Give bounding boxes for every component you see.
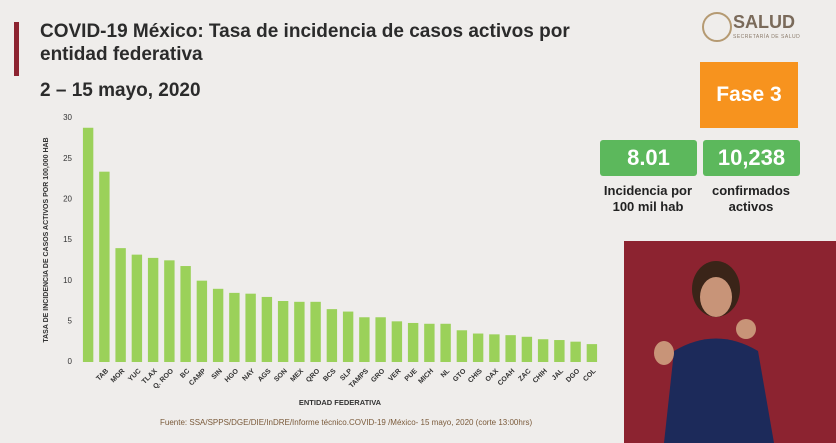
x-tick-label: QRO — [305, 367, 322, 384]
x-tick-label: COL — [582, 367, 598, 383]
bar — [147, 257, 159, 362]
bar — [586, 344, 598, 362]
bar — [294, 301, 305, 362]
x-tick-label: BCS — [322, 368, 338, 384]
x-tick-label: VER — [387, 368, 402, 383]
x-tick-label: AGS — [257, 368, 273, 384]
confirmed-box: 10,238 — [703, 140, 800, 176]
x-tick-label: CAMP — [188, 368, 208, 388]
bar — [407, 322, 419, 362]
bar — [554, 340, 565, 362]
bar — [229, 292, 240, 362]
logo-subtext: SECRETARÍA DE SALUD — [733, 34, 801, 40]
source-note: Fuente: SSA/SPPS/DGE/DIE/InDRE/Informe t… — [160, 418, 533, 427]
x-tick-label: MICH — [417, 368, 435, 386]
chart: TASA DE INCIDENCIA DE CASOS ACTIVOS POR … — [43, 113, 598, 407]
bar — [424, 323, 435, 362]
bar — [375, 317, 386, 362]
y-tick-label: 15 — [63, 235, 72, 244]
x-tick-label: COAH — [497, 368, 517, 388]
bar — [99, 171, 110, 362]
bar — [570, 341, 581, 362]
x-tick-label: SIN — [211, 368, 224, 381]
bar — [505, 335, 516, 362]
x-tick-label: HGO — [224, 367, 241, 384]
y-tick-label: 25 — [63, 154, 72, 163]
y-tick-label: 10 — [63, 276, 72, 285]
accent-bar — [14, 22, 19, 76]
y-tick-label: 5 — [68, 316, 73, 325]
bar — [456, 330, 468, 362]
incidence-box: 8.01 — [600, 140, 697, 176]
x-tick-label: TAB — [95, 368, 110, 383]
bar — [391, 321, 403, 362]
bar — [261, 296, 273, 362]
bar — [212, 288, 224, 362]
x-axis-label: ENTIDAD FEDERATIVA — [299, 398, 382, 407]
bar — [196, 280, 208, 362]
interpreter-video — [624, 241, 836, 443]
x-tick-label: MEX — [289, 368, 305, 384]
y-tick-label: 20 — [63, 194, 72, 203]
x-tick-label: ZAC — [517, 368, 532, 383]
bar — [310, 301, 321, 362]
x-tick-label: NAY — [241, 368, 256, 383]
bar — [164, 260, 175, 362]
bar — [342, 311, 354, 362]
bar — [82, 127, 94, 362]
y-tick-label: 30 — [63, 113, 72, 122]
bar — [359, 317, 370, 362]
chart-subtitle: 2 – 15 mayo, 2020 — [40, 80, 201, 101]
x-tick-label: BC — [179, 368, 191, 380]
bar — [472, 333, 484, 362]
x-tick-label: JAL — [551, 367, 566, 382]
x-tick-label: MOR — [110, 368, 127, 385]
x-tick-label: GTO — [452, 367, 468, 383]
x-tick-label: SON — [273, 368, 289, 384]
bar — [115, 248, 126, 362]
x-tick-label: GRO — [370, 367, 387, 384]
x-tick-label: NL — [440, 367, 452, 379]
x-tick-label: DGO — [565, 367, 582, 384]
y-tick-label: 0 — [68, 357, 73, 366]
bar — [131, 254, 143, 362]
bar — [277, 301, 289, 362]
interpreter-figure — [654, 261, 774, 443]
bar — [521, 336, 533, 362]
bar — [326, 309, 338, 362]
phase-box: Fase 3 — [700, 62, 798, 128]
bar — [180, 266, 191, 362]
bar — [537, 339, 549, 362]
incidence-label: Incidencia por 100 mil hab — [603, 183, 693, 214]
y-axis-label: TASA DE INCIDENCIA DE CASOS ACTIVOS POR … — [43, 137, 50, 342]
x-tick-label: CHIS — [467, 368, 484, 385]
chart-title: COVID-19 México: Tasa de incidencia de c… — [40, 21, 570, 65]
bar — [440, 323, 451, 362]
logo-seal — [702, 12, 732, 42]
x-tick-label: CHIH — [532, 368, 549, 385]
confirmed-label: confirmados activos — [711, 183, 790, 214]
logo-text: SALUD — [733, 12, 795, 32]
bar — [489, 334, 500, 362]
bar — [245, 293, 256, 362]
